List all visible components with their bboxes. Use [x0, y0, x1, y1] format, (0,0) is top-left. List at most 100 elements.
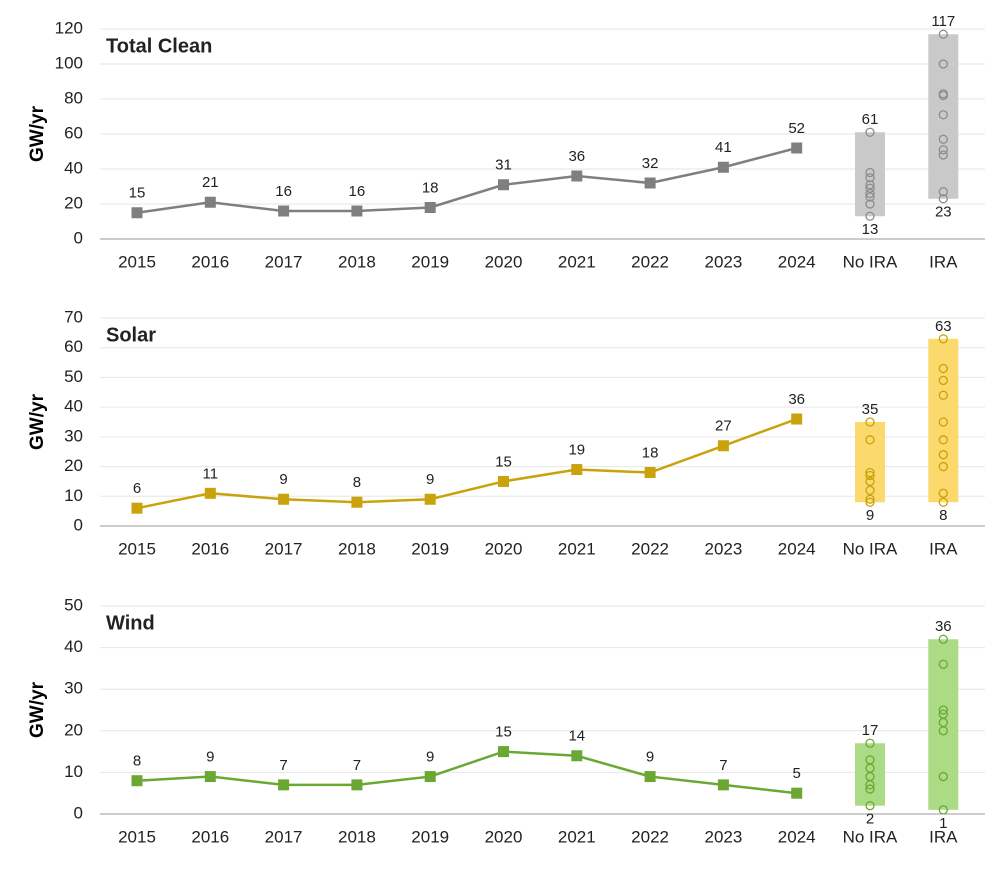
y-tick-label: 10: [64, 762, 83, 781]
marker: [131, 775, 143, 787]
y-tick-label: 60: [64, 337, 83, 356]
estimate-point: [865, 188, 875, 199]
estimate-point: [938, 59, 948, 69]
x-tick-label: 2024: [778, 827, 816, 846]
estimate-point: [938, 450, 948, 460]
data-label: 7: [353, 757, 361, 774]
data-label: 11: [203, 465, 219, 482]
range-high-label: 117: [931, 13, 955, 30]
estimate-point: [865, 199, 875, 209]
data-label: 9: [426, 471, 434, 488]
y-tick-label: 40: [64, 158, 83, 177]
x-tick-label: IRA: [929, 827, 958, 846]
x-tick-label: 2018: [338, 252, 376, 271]
data-label: 7: [719, 757, 727, 774]
estimate-point: [865, 497, 875, 507]
estimate-point: [865, 738, 875, 748]
marker: [791, 787, 803, 799]
estimate-point: [938, 110, 948, 120]
estimate-point: [938, 187, 948, 197]
y-tick-label: 30: [64, 426, 83, 445]
estimate-point: [865, 784, 875, 794]
estimate-point: [865, 435, 875, 445]
x-tick-label: 2018: [338, 539, 376, 558]
estimate-point: [865, 127, 875, 137]
data-label: 5: [793, 765, 801, 782]
marker: [717, 440, 729, 452]
x-tick-label: 2021: [558, 539, 596, 558]
range-low-label: 9: [866, 507, 874, 524]
data-label: 9: [206, 749, 214, 766]
y-tick-label: 120: [55, 18, 83, 37]
range-low-label: 1: [939, 815, 947, 832]
marker: [131, 207, 143, 219]
estimate-point: [938, 659, 948, 669]
marker: [278, 205, 290, 217]
data-label: 21: [202, 174, 219, 191]
data-label: 18: [642, 444, 659, 461]
estimate-point: [865, 167, 875, 178]
estimate-point: [938, 150, 948, 160]
range-high-label: 63: [935, 318, 952, 335]
estimate-point: [938, 771, 948, 782]
x-tick-label: No IRA: [843, 827, 898, 846]
estimate-point: [938, 726, 948, 736]
marker: [571, 464, 583, 476]
marker: [644, 467, 656, 479]
y-tick-label: 70: [64, 307, 83, 326]
marker: [498, 475, 509, 487]
x-tick-label: 2017: [265, 539, 303, 558]
marker: [351, 496, 363, 508]
panel-title: Wind: [106, 612, 155, 634]
data-label: 19: [568, 442, 585, 459]
data-label: 9: [279, 471, 287, 488]
marker: [424, 493, 436, 505]
marker: [278, 493, 290, 505]
range-low-label: 23: [935, 204, 952, 221]
y-tick-label: 50: [64, 367, 83, 386]
range-high-label: 61: [862, 111, 879, 128]
x-tick-label: 2020: [485, 827, 523, 846]
data-label: 52: [788, 120, 805, 137]
marker: [571, 750, 583, 762]
x-tick-label: 2015: [118, 827, 156, 846]
y-tick-label: 20: [64, 456, 83, 475]
data-label: 8: [353, 474, 361, 491]
x-tick-label: 2017: [265, 252, 303, 271]
x-tick-label: IRA: [929, 252, 958, 271]
range-high-label: 17: [862, 722, 879, 739]
data-label: 15: [495, 453, 512, 470]
estimate-point: [865, 192, 875, 202]
marker: [498, 179, 509, 191]
data-label: 32: [642, 155, 659, 172]
marker: [204, 771, 216, 783]
x-tick-label: 2019: [411, 827, 449, 846]
data-label: 6: [133, 480, 141, 497]
estimate-point: [865, 173, 875, 183]
data-label: 36: [788, 391, 805, 408]
x-tick-label: 2020: [485, 252, 523, 271]
estimate-point: [865, 485, 875, 495]
range-bar: [928, 639, 959, 810]
marker: [791, 413, 803, 425]
y-tick-label: 20: [64, 720, 83, 739]
estimate-point: [938, 634, 948, 644]
range-low-label: 13: [862, 221, 879, 238]
series-line: [136, 417, 798, 510]
x-tick-label: 2023: [704, 827, 742, 846]
x-tick-label: 2015: [118, 252, 156, 271]
estimate-point: [865, 467, 875, 478]
range-low-label: 2: [866, 811, 874, 828]
estimate-point: [865, 470, 875, 481]
y-tick-label: 0: [74, 515, 83, 534]
y-tick-label: 0: [74, 803, 83, 822]
y-tick-label: 60: [64, 123, 83, 142]
data-label: 15: [495, 724, 512, 741]
data-label: 14: [568, 728, 585, 745]
x-tick-label: 2019: [411, 539, 449, 558]
marker: [717, 779, 729, 791]
range-bar: [855, 422, 885, 503]
x-tick-label: 2022: [631, 827, 669, 846]
x-tick-label: 2024: [778, 539, 816, 558]
